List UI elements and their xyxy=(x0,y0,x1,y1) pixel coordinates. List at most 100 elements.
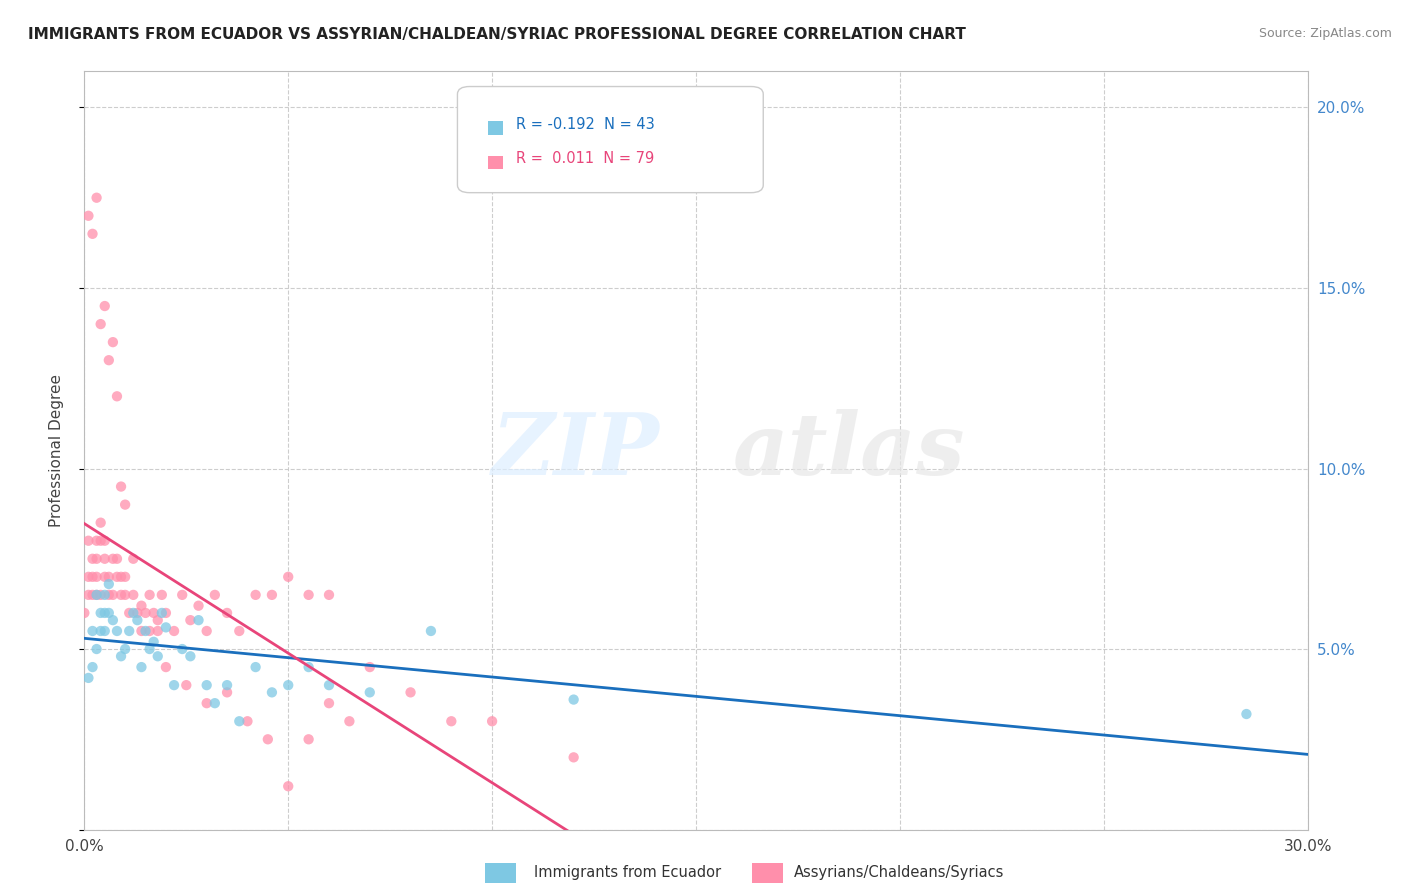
Point xyxy=(155,606,177,620)
Text: R =  0.011  N = 79: R = 0.011 N = 79 xyxy=(516,152,654,167)
Point xyxy=(228,714,250,729)
Point xyxy=(562,692,585,706)
Text: R = -0.192  N = 43: R = -0.192 N = 43 xyxy=(516,118,654,132)
Point xyxy=(228,624,250,638)
Point xyxy=(339,714,361,729)
Point xyxy=(82,551,104,566)
Point xyxy=(204,588,226,602)
Y-axis label: Professional Degree: Professional Degree xyxy=(49,374,63,527)
Point xyxy=(77,570,100,584)
Point xyxy=(187,599,209,613)
Point xyxy=(114,642,136,657)
Point xyxy=(195,696,218,710)
Point xyxy=(90,624,112,638)
Point xyxy=(93,299,115,313)
Point xyxy=(73,606,96,620)
Point xyxy=(155,620,177,634)
Point xyxy=(138,624,160,638)
Point xyxy=(105,389,128,403)
Point xyxy=(131,599,153,613)
Point xyxy=(179,649,201,664)
Point xyxy=(101,551,124,566)
Point xyxy=(110,588,132,602)
Point xyxy=(86,551,108,566)
Point xyxy=(82,588,104,602)
Point xyxy=(122,606,145,620)
Point xyxy=(179,613,201,627)
Point xyxy=(163,624,186,638)
Point xyxy=(127,613,149,627)
Bar xyxy=(488,121,503,135)
Point xyxy=(93,624,115,638)
Point xyxy=(122,551,145,566)
Point xyxy=(155,660,177,674)
Point xyxy=(82,227,104,241)
Point xyxy=(1236,706,1258,721)
Point xyxy=(217,678,239,692)
Point xyxy=(142,635,165,649)
Point xyxy=(97,588,120,602)
Point xyxy=(110,479,132,493)
Point xyxy=(90,606,112,620)
Point xyxy=(440,714,463,729)
Point xyxy=(245,660,267,674)
Point xyxy=(135,624,157,638)
Point xyxy=(236,714,259,729)
Point xyxy=(105,570,128,584)
Point xyxy=(101,613,124,627)
Point xyxy=(138,642,160,657)
Point xyxy=(359,685,381,699)
Point xyxy=(260,588,283,602)
Point xyxy=(131,624,153,638)
Point xyxy=(399,685,422,699)
Point xyxy=(217,685,239,699)
Point xyxy=(93,606,115,620)
Point xyxy=(138,588,160,602)
Point xyxy=(122,588,145,602)
Point xyxy=(93,551,115,566)
Point xyxy=(118,624,141,638)
Point xyxy=(114,498,136,512)
Point xyxy=(93,588,115,602)
Point xyxy=(163,678,186,692)
Point xyxy=(298,660,321,674)
Point xyxy=(110,649,132,664)
Point xyxy=(318,696,340,710)
Point xyxy=(93,533,115,548)
Point xyxy=(82,570,104,584)
Point xyxy=(277,779,299,793)
Point xyxy=(245,588,267,602)
Point xyxy=(86,533,108,548)
Point xyxy=(90,317,112,331)
FancyBboxPatch shape xyxy=(457,87,763,193)
Point xyxy=(172,642,194,657)
Point xyxy=(101,588,124,602)
Point xyxy=(110,570,132,584)
Point xyxy=(204,696,226,710)
Point xyxy=(359,660,381,674)
Point xyxy=(174,678,197,692)
Point xyxy=(318,588,340,602)
Point xyxy=(481,714,503,729)
Point xyxy=(146,649,169,664)
Point xyxy=(277,678,299,692)
Point xyxy=(146,624,169,638)
Point xyxy=(131,660,153,674)
Point xyxy=(82,660,104,674)
Point xyxy=(298,588,321,602)
Point xyxy=(90,588,112,602)
Point xyxy=(105,551,128,566)
Point xyxy=(118,606,141,620)
Point xyxy=(97,353,120,368)
Point xyxy=(195,624,218,638)
Point xyxy=(77,671,100,685)
Point xyxy=(77,588,100,602)
Point xyxy=(150,606,173,620)
Text: Assyrians/Chaldeans/Syriacs: Assyrians/Chaldeans/Syriacs xyxy=(794,865,1005,880)
Point xyxy=(77,209,100,223)
Point xyxy=(105,624,128,638)
Point xyxy=(97,606,120,620)
Point xyxy=(135,606,157,620)
Point xyxy=(318,678,340,692)
Text: ZIP: ZIP xyxy=(492,409,659,492)
